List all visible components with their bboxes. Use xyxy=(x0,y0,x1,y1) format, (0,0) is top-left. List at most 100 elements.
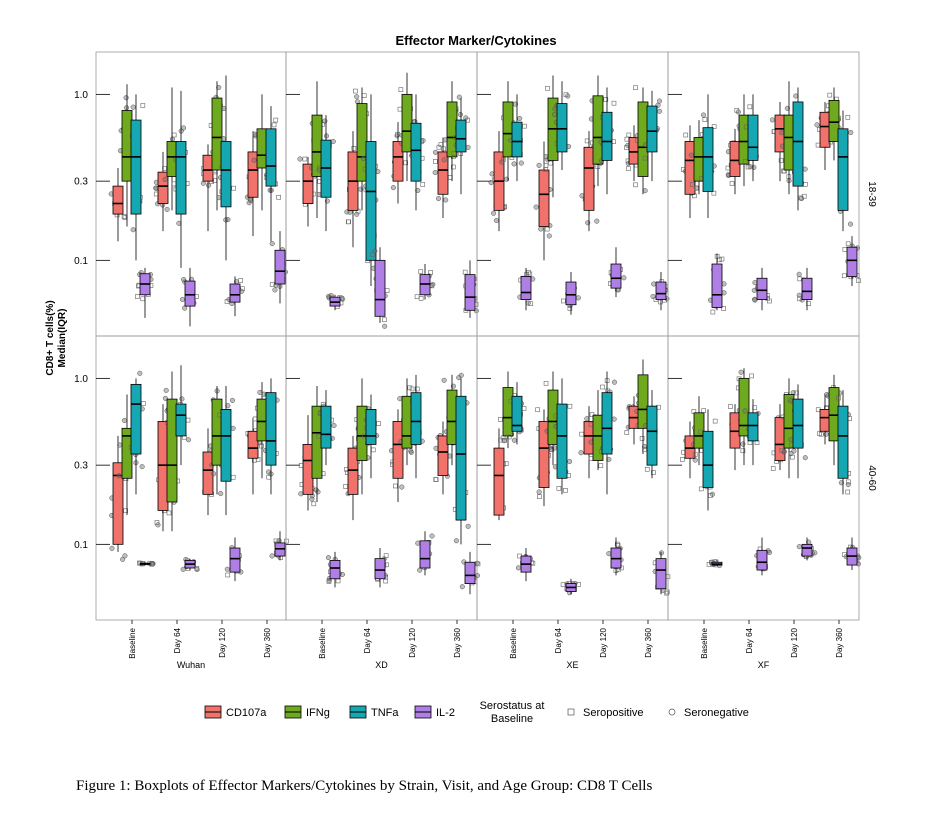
box-tnfa xyxy=(646,105,658,153)
data-point xyxy=(784,105,790,111)
box-ifng xyxy=(637,374,649,429)
data-point xyxy=(788,437,794,443)
panel-xf-40-60: 40-60 xyxy=(667,335,877,621)
data-point xyxy=(511,161,517,167)
data-point xyxy=(171,132,177,138)
box-tnfa xyxy=(455,119,467,153)
x-tick-label: Baseline xyxy=(318,627,327,658)
data-point xyxy=(501,438,507,444)
data-point xyxy=(626,132,632,138)
box-ifng xyxy=(693,137,705,182)
box-ifng xyxy=(311,405,323,479)
data-point xyxy=(842,247,848,252)
data-point xyxy=(499,159,505,165)
box-ifng xyxy=(121,110,133,182)
data-point xyxy=(432,169,438,176)
data-point xyxy=(787,397,793,403)
x-tick-label: Day 120 xyxy=(218,627,227,657)
data-point xyxy=(164,206,170,212)
data-point xyxy=(456,94,462,100)
data-point xyxy=(382,323,388,329)
x-tick-label: Day 360 xyxy=(453,627,462,657)
box-tnfa xyxy=(601,392,613,455)
data-point xyxy=(712,418,718,424)
box-cd107a xyxy=(112,462,124,545)
box-tnfa xyxy=(220,409,232,482)
data-point xyxy=(179,396,185,402)
legend-key-seropositive xyxy=(567,708,575,716)
data-point xyxy=(769,117,775,123)
box-tnfa xyxy=(837,128,849,211)
data-point xyxy=(611,100,617,106)
data-point xyxy=(747,104,753,110)
box-il-2 xyxy=(464,561,476,584)
data-point xyxy=(579,431,584,437)
data-point xyxy=(633,182,638,188)
data-point xyxy=(441,377,447,383)
data-point xyxy=(745,164,751,170)
box-cd107a xyxy=(684,435,696,459)
data-point xyxy=(511,437,517,443)
data-point xyxy=(121,214,127,219)
data-point xyxy=(701,408,706,413)
box-ifng xyxy=(356,103,368,182)
box-il-2 xyxy=(374,558,386,580)
data-point xyxy=(729,181,735,186)
data-point xyxy=(841,273,847,279)
data-point xyxy=(565,93,571,99)
data-point xyxy=(626,166,631,171)
data-point xyxy=(140,103,146,108)
data-point xyxy=(747,164,753,170)
y-tick-label: 0.3 xyxy=(74,461,88,472)
data-point xyxy=(272,287,278,293)
box-tnfa xyxy=(601,111,613,161)
data-point xyxy=(793,93,799,99)
data-point xyxy=(135,294,140,299)
data-point xyxy=(417,567,423,573)
data-point xyxy=(567,403,573,409)
data-point xyxy=(689,182,695,187)
box-tnfa xyxy=(646,405,658,466)
y-axis-label-line2: Median(IQR) xyxy=(57,309,68,368)
data-point xyxy=(543,380,549,386)
box-ifng xyxy=(166,398,178,503)
data-point xyxy=(549,447,555,452)
box-ifng xyxy=(783,114,795,171)
data-point xyxy=(738,369,744,375)
box-cd107a xyxy=(157,421,169,511)
data-point xyxy=(185,437,191,443)
data-point xyxy=(331,422,337,429)
data-point xyxy=(802,455,808,461)
box-tnfa xyxy=(702,127,714,192)
data-point xyxy=(276,194,281,200)
data-point xyxy=(169,136,176,142)
data-point xyxy=(441,157,447,163)
box-il-2 xyxy=(274,249,286,285)
panel-wuhan-40-60 xyxy=(95,335,289,621)
data-point xyxy=(606,551,612,557)
data-point xyxy=(140,296,146,302)
data-point xyxy=(432,149,439,155)
facet-label-age: 18-39 xyxy=(866,181,877,207)
data-point xyxy=(711,190,717,196)
data-point xyxy=(206,182,212,188)
data-point xyxy=(842,552,847,557)
legend: CD107a IFNg TNFa IL-2 Serostatus at Baseline S… xyxy=(204,700,749,725)
data-point xyxy=(642,447,647,452)
strain-label: XD xyxy=(375,660,388,670)
data-point xyxy=(824,391,830,398)
data-point xyxy=(397,396,403,402)
box-ifng xyxy=(446,389,458,445)
data-point xyxy=(311,501,317,507)
data-point xyxy=(642,155,648,161)
data-point xyxy=(251,157,257,163)
box-tnfa xyxy=(455,395,467,521)
data-point xyxy=(325,555,331,561)
data-point xyxy=(384,288,390,293)
data-point xyxy=(560,582,566,587)
data-point xyxy=(624,430,630,435)
data-point xyxy=(796,292,802,298)
box-cd107a xyxy=(538,169,550,227)
box-cd107a xyxy=(437,151,449,195)
data-point xyxy=(433,159,438,164)
